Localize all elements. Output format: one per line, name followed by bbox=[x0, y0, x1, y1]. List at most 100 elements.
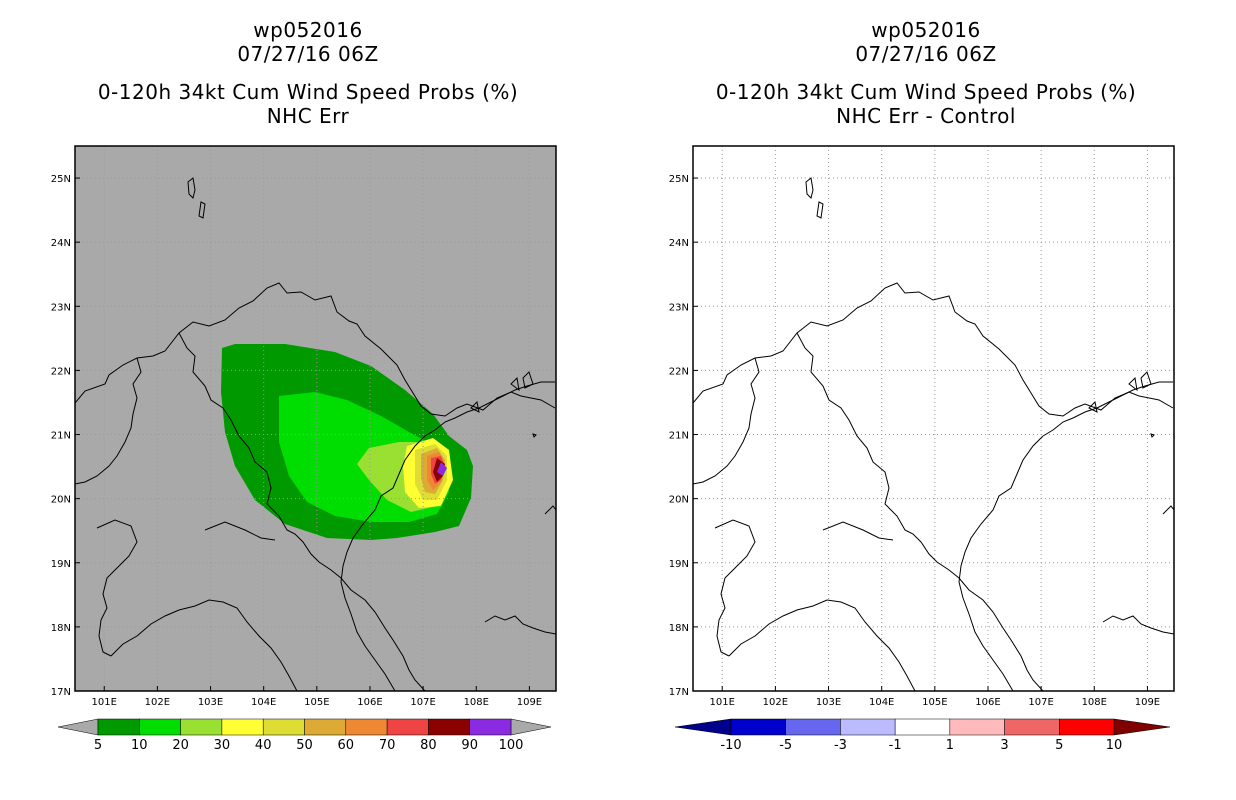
left-colorbar-swatch-10 bbox=[469, 718, 512, 736]
left-lat-label-18N: 18N bbox=[51, 623, 71, 634]
left-colorbar-label-100: 100 bbox=[499, 738, 524, 753]
right-colorbar-swatch-4 bbox=[894, 718, 951, 736]
right-colorbar-label-1: 1 bbox=[946, 738, 954, 753]
left-colorbar-label-30: 30 bbox=[214, 738, 231, 753]
left-colorbar-swatch-6 bbox=[304, 718, 347, 736]
right-lon-label-107E: 107E bbox=[1028, 697, 1053, 708]
right-lat-label-24N: 24N bbox=[669, 238, 689, 249]
right-lon-label-106E: 106E bbox=[975, 697, 1000, 708]
left-colorbar-label-40: 40 bbox=[255, 738, 272, 753]
left-lat-lon-grid bbox=[75, 146, 556, 691]
left-colorbar: 5 10 20 30 40 50 60 70 80 90 100 bbox=[57, 718, 552, 753]
right-colorbar-swatch-3 bbox=[840, 718, 896, 736]
right-colorbar-swatch-7 bbox=[1059, 718, 1115, 736]
left-colorbar-label-50: 50 bbox=[296, 738, 313, 753]
left-map-panel: 101E 102E 103E 104E 105E 106E 107E 108E 109E 17N 1… bbox=[51, 145, 557, 708]
right-panel-title: wp052016 07/27/16 06Z 0-120h 34kt Cum Wi… bbox=[676, 18, 1176, 128]
left-lon-label-103E: 103E bbox=[198, 697, 223, 708]
right-lat-label-21N: 21N bbox=[669, 431, 689, 442]
left-lat-label-20N: 20N bbox=[51, 495, 71, 506]
left-lat-label-21N: 21N bbox=[51, 431, 71, 442]
left-colorbar-label-60: 60 bbox=[338, 738, 355, 753]
right-lat-label-25N: 25N bbox=[669, 174, 689, 185]
right-lat-lon-grid bbox=[693, 146, 1174, 691]
left-colorbar-label-80: 80 bbox=[420, 738, 437, 753]
right-panel-subtitle: NHC Err - Control bbox=[836, 104, 1016, 128]
left-lon-label-104E: 104E bbox=[251, 697, 276, 708]
right-colorbar-low-end bbox=[674, 718, 732, 736]
left-lat-label-19N: 19N bbox=[51, 559, 71, 570]
right-lon-label-101E: 101E bbox=[710, 697, 735, 708]
right-lon-label-103E: 103E bbox=[816, 697, 841, 708]
right-colorbar-swatch-6 bbox=[1004, 718, 1060, 736]
left-map-frame bbox=[74, 145, 557, 692]
left-product-title: 0-120h 34kt Cum Wind Speed Probs (%) bbox=[97, 80, 519, 104]
left-colorbar-label-20: 20 bbox=[172, 738, 189, 753]
left-lat-label-24N: 24N bbox=[51, 238, 71, 249]
left-colorbar-low-end bbox=[57, 718, 99, 736]
left-panel-subtitle: NHC Err bbox=[266, 104, 350, 128]
contour-90pct bbox=[437, 462, 447, 476]
left-lon-label-108E: 108E bbox=[464, 697, 489, 708]
left-lon-label-101E: 101E bbox=[92, 697, 117, 708]
left-colorbar-swatch-4 bbox=[221, 718, 264, 736]
right-colorbar-label-5: 5 bbox=[1055, 738, 1063, 753]
left-lon-label-105E: 105E bbox=[304, 697, 329, 708]
left-colorbar-swatch-1 bbox=[97, 718, 140, 736]
right-lon-label-104E: 104E bbox=[869, 697, 894, 708]
left-colorbar-swatch-2 bbox=[139, 718, 181, 736]
left-colorbar-swatch-7 bbox=[345, 718, 388, 736]
right-lon-label-102E: 102E bbox=[763, 697, 788, 708]
right-colorbar-high-end bbox=[1113, 718, 1171, 736]
right-colorbar-label--1: -1 bbox=[889, 738, 902, 753]
left-colorbar-swatch-3 bbox=[180, 718, 223, 736]
right-lat-label-22N: 22N bbox=[669, 366, 689, 377]
left-colorbar-high-end bbox=[510, 718, 552, 736]
left-datetime: 07/27/16 06Z bbox=[237, 42, 379, 66]
left-lat-label-17N: 17N bbox=[51, 687, 71, 698]
right-colorbar-label-10: 10 bbox=[1106, 738, 1123, 753]
right-datetime: 07/27/16 06Z bbox=[855, 42, 997, 66]
right-colorbar-label-3: 3 bbox=[1000, 738, 1008, 753]
left-lon-label-106E: 106E bbox=[357, 697, 382, 708]
right-lat-label-23N: 23N bbox=[669, 302, 689, 313]
right-lon-label-105E: 105E bbox=[922, 697, 947, 708]
left-colorbar-label-90: 90 bbox=[461, 738, 478, 753]
left-lon-label-102E: 102E bbox=[145, 697, 170, 708]
right-colorbar-swatch-5 bbox=[949, 718, 1005, 736]
left-lon-label-109E: 109E bbox=[517, 697, 542, 708]
left-axis-ticks: 101E 102E 103E 104E 105E 106E 107E 108E 109E 17N 1… bbox=[51, 174, 542, 708]
right-lat-label-18N: 18N bbox=[669, 623, 689, 634]
right-map-background bbox=[693, 146, 1174, 691]
right-colorbar-swatch-1 bbox=[730, 718, 786, 736]
right-map-frame bbox=[692, 145, 1175, 692]
right-product-title: 0-120h 34kt Cum Wind Speed Probs (%) bbox=[715, 80, 1137, 104]
right-colorbar-label--5: -5 bbox=[779, 738, 792, 753]
left-colorbar-label-5: 5 bbox=[94, 738, 102, 753]
left-colorbar-swatch-9 bbox=[428, 718, 470, 736]
right-lat-label-20N: 20N bbox=[669, 495, 689, 506]
left-storm-id: wp052016 bbox=[253, 18, 363, 42]
right-lat-label-17N: 17N bbox=[669, 687, 689, 698]
left-colorbar-label-70: 70 bbox=[379, 738, 396, 753]
left-lat-label-22N: 22N bbox=[51, 366, 71, 377]
right-colorbar-label--10: -10 bbox=[720, 738, 741, 753]
right-lat-label-19N: 19N bbox=[669, 559, 689, 570]
right-colorbar-label--3: -3 bbox=[834, 738, 847, 753]
left-colorbar-label-10: 10 bbox=[131, 738, 148, 753]
left-lat-label-23N: 23N bbox=[51, 302, 71, 313]
right-map-panel: 101E 102E 103E 104E 105E 106E 107E 108E 109E 17N 1… bbox=[669, 145, 1175, 708]
left-colorbar-swatch-5 bbox=[262, 718, 305, 736]
right-axis-ticks: 101E 102E 103E 104E 105E 106E 107E 108E 109E 17N 1… bbox=[669, 174, 1160, 708]
left-probability-contours bbox=[75, 146, 556, 691]
right-colorbar-swatch-2 bbox=[785, 718, 841, 736]
right-lon-label-108E: 108E bbox=[1082, 697, 1107, 708]
left-lat-label-25N: 25N bbox=[51, 174, 71, 185]
right-colorbar: -10 -5 -3 -1 1 3 5 10 bbox=[674, 718, 1171, 753]
right-lon-label-109E: 109E bbox=[1135, 697, 1160, 708]
left-panel-title: wp052016 07/27/16 06Z 0-120h 34kt Cum Wi… bbox=[58, 18, 558, 128]
right-storm-id: wp052016 bbox=[871, 18, 981, 42]
left-colorbar-swatch-8 bbox=[386, 718, 429, 736]
left-lon-label-107E: 107E bbox=[410, 697, 435, 708]
